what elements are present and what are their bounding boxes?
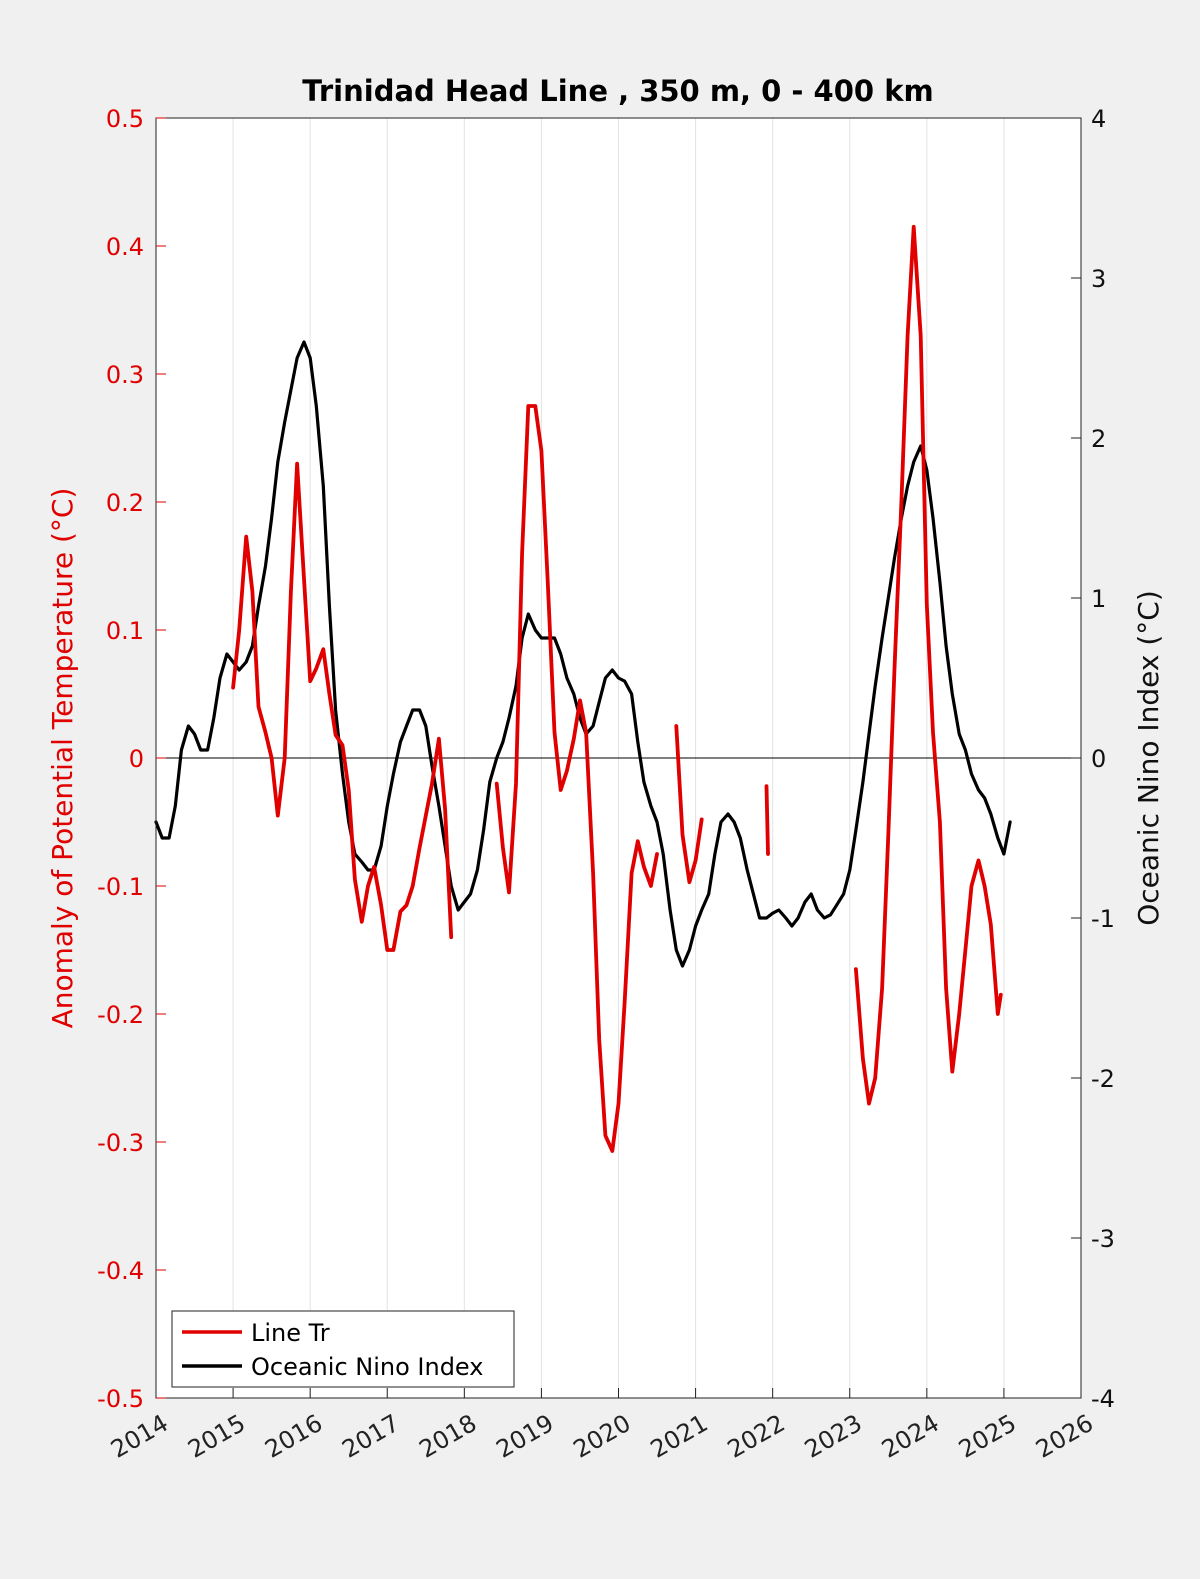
y-right-tick-label: -1 <box>1091 905 1115 933</box>
y-right-tick-label: 3 <box>1091 265 1106 293</box>
series-line-line-tr-segment-1 <box>231 461 454 952</box>
legend-label-line-tr: Line Tr <box>251 1319 330 1347</box>
y-left-tick-label: 0.4 <box>106 233 144 261</box>
y-left-tick-label: 0.5 <box>106 105 144 133</box>
legend-label-oni: Oceanic Nino Index <box>251 1353 483 1381</box>
series-layer <box>154 224 1012 1153</box>
y-left-tick-label: -0.4 <box>97 1257 144 1285</box>
y-right-tick-label: 0 <box>1091 745 1106 773</box>
series-line-line-tr-segment-3 <box>674 724 704 885</box>
y-axis-label-right: Oceanic Nino Index (°C) <box>1132 590 1165 926</box>
y-left-tick-label: -0.2 <box>97 1001 144 1029</box>
legend: Line Tr Oceanic Nino Index <box>171 1310 515 1388</box>
y-right-tick-label: -4 <box>1091 1385 1115 1413</box>
left-axis-ticks: -0.5 -0.4 -0.3 -0.2 -0.1 0 0.1 0.2 0.3 0.4 0.5 <box>97 105 166 1413</box>
y-right-tick-label: -2 <box>1091 1065 1115 1093</box>
y-left-tick-label: -0.3 <box>97 1129 144 1157</box>
y-right-tick-label: 1 <box>1091 585 1106 613</box>
right-axis-ticks: -4 -3 -2 -1 0 1 2 3 4 <box>1071 105 1115 1413</box>
series-line-line-tr-segment-4 <box>764 784 770 856</box>
y-left-tick-label: 0.1 <box>106 617 144 645</box>
y-right-tick-label: 2 <box>1091 425 1106 453</box>
y-left-tick-label: 0.3 <box>106 361 144 389</box>
chart-title: Trinidad Head Line , 350 m, 0 - 400 km <box>302 74 933 108</box>
series-line-line-tr-segment-2 <box>494 404 659 1153</box>
y-left-tick-label: -0.5 <box>97 1385 144 1413</box>
y-right-tick-label: 4 <box>1091 105 1106 133</box>
y-left-tick-label: -0.1 <box>97 873 144 901</box>
y-left-tick-label: 0.2 <box>106 489 144 517</box>
y-left-tick-label: 0 <box>129 745 144 773</box>
series-line-line-tr-segment-5 <box>854 224 1003 1106</box>
y-axis-label-left: Anomaly of Potential Temperature (°C) <box>46 488 79 1029</box>
legend-box <box>171 1310 515 1388</box>
y-right-tick-label: -3 <box>1091 1225 1115 1253</box>
